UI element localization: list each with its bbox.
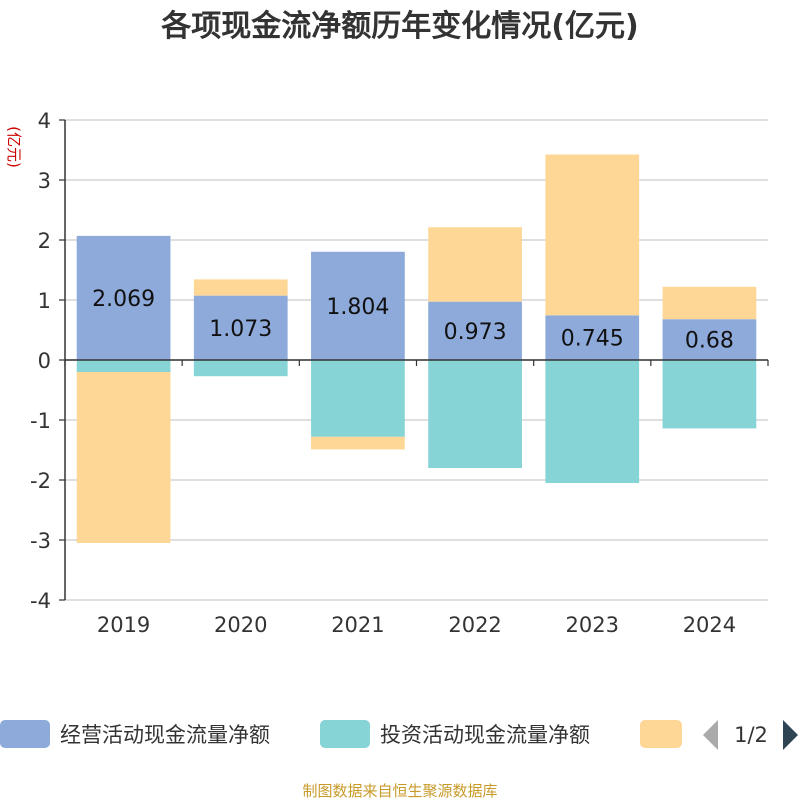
legend-swatch-third	[640, 720, 682, 748]
y-tick-label: 2	[38, 229, 51, 253]
x-category-label: 2023	[566, 613, 619, 637]
x-category-label: 2020	[214, 613, 267, 637]
y-axis-ticks: 4 3 2 1 0 -1 -2 -3 -4	[30, 109, 65, 613]
data-labels: 2.069 1.073 1.804 0.973 0.745 0.68	[92, 287, 734, 354]
legend: 经营活动现金流量净额 投资活动现金流量净额 1/2	[0, 720, 798, 750]
bar-segment-2-2020	[193, 360, 288, 377]
y-tick-label: 1	[38, 289, 51, 313]
y-tick-label: -2	[30, 469, 51, 493]
data-label: 0.973	[444, 320, 507, 345]
bar-segment-2-2022	[428, 360, 522, 468]
legend-page-indicator: 1/2	[734, 723, 768, 747]
x-category-label: 2022	[448, 613, 501, 637]
bar-segment-3-2022	[428, 227, 522, 302]
bar-segment-3-2020	[193, 279, 288, 296]
legend-prev-page-icon[interactable]	[703, 720, 718, 750]
y-tick-label: -3	[30, 529, 51, 553]
bar-segment-2-2019	[76, 360, 171, 372]
y-tick-label: 4	[38, 109, 51, 133]
y-axis-unit: (亿元)	[5, 126, 23, 168]
legend-swatch-operating	[0, 720, 50, 748]
bar-segment-1-2022	[428, 301, 522, 360]
legend-item-operating[interactable]: 经营活动现金流量净额	[0, 720, 270, 748]
legend-next-page-icon[interactable]	[783, 720, 798, 750]
data-label: 0.745	[561, 327, 624, 352]
bar-segment-3-2019	[76, 372, 171, 543]
bar-segment-1-2023	[545, 315, 640, 360]
bar-segment-3-2023	[545, 154, 640, 316]
legend-label-investing: 投资活动现金流量净额	[380, 723, 590, 747]
x-axis-ticks	[64, 360, 769, 366]
y-tick-label: -4	[30, 589, 51, 613]
y-tick-label: 3	[38, 169, 51, 193]
y-tick-label: -1	[30, 409, 51, 433]
data-source-note: 制图数据来自恒生聚源数据库	[302, 782, 497, 800]
legend-label-operating: 经营活动现金流量净额	[60, 723, 270, 747]
bar-segment-2-2024	[662, 360, 757, 429]
bar-segment-1-2020	[193, 295, 288, 360]
legend-swatch-investing	[320, 720, 370, 748]
bar-segment-1-2024	[662, 319, 757, 360]
legend-item-investing[interactable]: 投资活动现金流量净额	[320, 720, 590, 748]
chart-title: 各项现金流净额历年变化情况(亿元)	[160, 9, 638, 44]
bar-segment-2-2021	[311, 360, 405, 437]
bar-segment-3-2021	[311, 436, 405, 450]
bar-segment-2-2023	[545, 360, 640, 483]
x-category-label: 2021	[331, 613, 384, 637]
data-label: 0.68	[685, 329, 734, 354]
bar-segment-1-2019	[76, 235, 171, 360]
y-tick-label: 0	[38, 349, 51, 373]
data-label: 1.804	[326, 295, 389, 320]
data-label: 2.069	[92, 287, 155, 312]
data-label: 1.073	[209, 317, 272, 342]
legend-item-third[interactable]	[640, 720, 682, 748]
bar-segment-1-2021	[311, 251, 405, 360]
category-labels: 2019 2020 2021 2022 2023 2024	[97, 613, 736, 637]
bars	[76, 154, 757, 543]
x-category-label: 2019	[97, 613, 150, 637]
x-category-label: 2024	[683, 613, 736, 637]
bar-segment-3-2024	[662, 286, 757, 320]
